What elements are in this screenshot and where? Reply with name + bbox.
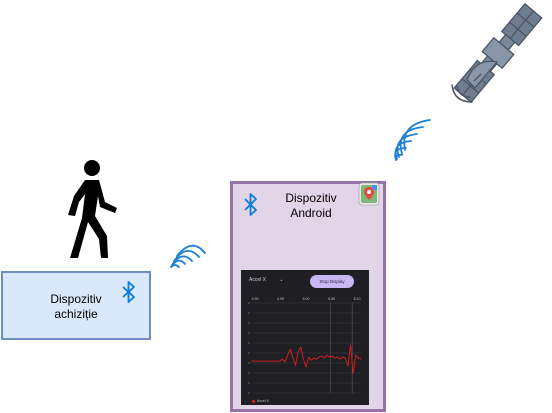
acquisition-device-label: Dispozitiv achiziție bbox=[28, 292, 124, 322]
phone-screenshot bbox=[241, 270, 369, 405]
android-label-line1: Dispozitiv bbox=[285, 191, 337, 205]
wireless-signal-icon bbox=[170, 244, 206, 268]
wireless-signal-icon bbox=[394, 119, 431, 161]
bluetooth-icon bbox=[244, 193, 257, 216]
x-tick-label: 4.90 bbox=[252, 297, 259, 301]
sensor-select-label: Accel X bbox=[249, 277, 266, 283]
legend-swatch bbox=[252, 400, 255, 403]
x-tick-label: 5.10 bbox=[354, 297, 361, 301]
acquisition-device-box bbox=[1, 271, 151, 340]
sensor-select[interactable]: Accel X ⌄ bbox=[249, 277, 284, 283]
series-line-accel-x bbox=[251, 344, 362, 374]
x-tick-label: 5.00 bbox=[303, 297, 310, 301]
chevron-down-icon: ⌄ bbox=[279, 277, 284, 283]
acquisition-label-line2: achiziție bbox=[54, 307, 98, 321]
android-device-label: Dispozitiv Android bbox=[268, 191, 354, 221]
bluetooth-icon bbox=[122, 281, 135, 303]
android-label-line2: Android bbox=[290, 206, 332, 220]
accel-chart: 4.90 4.95 5.00 5.05 5.10 bbox=[248, 297, 362, 394]
legend-label: Accel X bbox=[257, 399, 269, 403]
x-tick-label: 5.05 bbox=[328, 297, 335, 301]
satellite-icon bbox=[451, 2, 543, 104]
stop-display-button[interactable]: Stop Display bbox=[310, 275, 354, 288]
walking-person-icon bbox=[68, 160, 117, 258]
acquisition-label-line1: Dispozitiv bbox=[50, 292, 102, 306]
x-tick-label: 4.95 bbox=[277, 297, 284, 301]
maps-app-icon bbox=[358, 182, 380, 206]
